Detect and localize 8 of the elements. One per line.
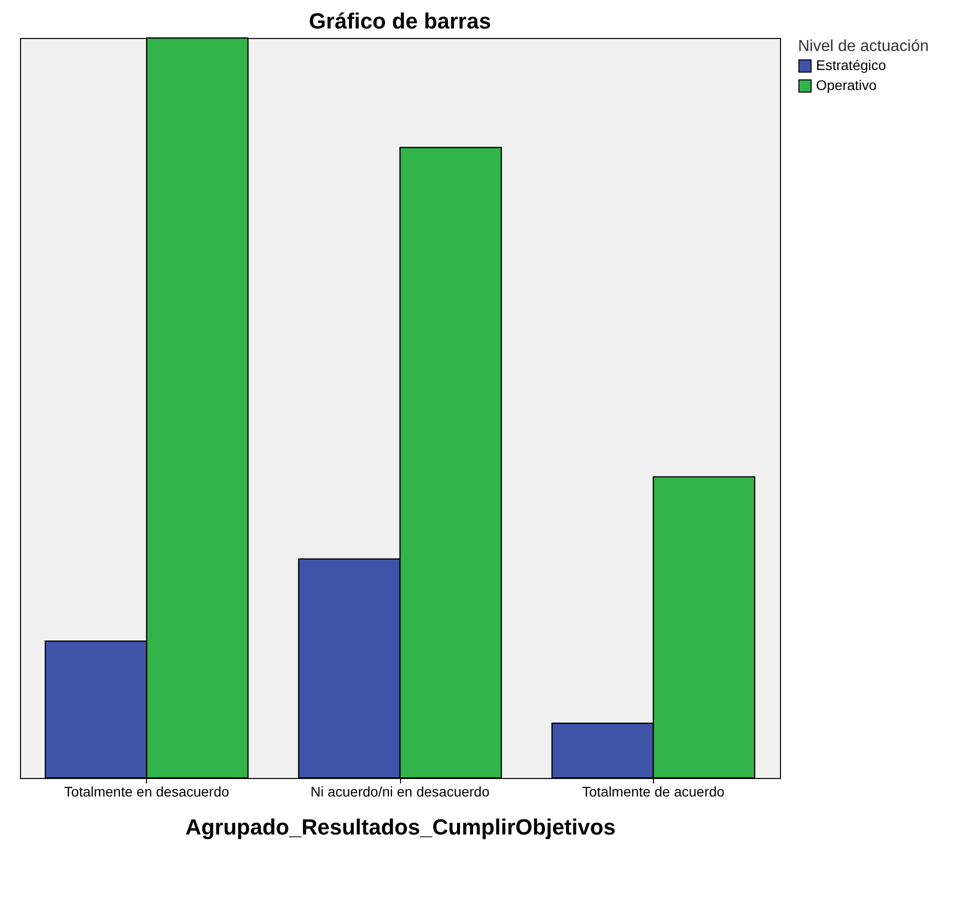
x-tick-label: Totalmente de acuerdo — [582, 784, 725, 800]
legend-label: Operativo — [816, 77, 877, 93]
legend-label: Estratégico — [816, 57, 886, 73]
x-tick-label: Ni acuerdo/ni en desacuerdo — [310, 784, 490, 800]
chart-title: Gráfico de barras — [308, 8, 492, 34]
x-tick-label: Totalmente en desacuerdo — [64, 784, 230, 800]
x-axis-title: Agrupado_Resultados_CumplirObjetivos — [185, 814, 616, 840]
legend-title: Nivel de actuación — [798, 38, 929, 55]
